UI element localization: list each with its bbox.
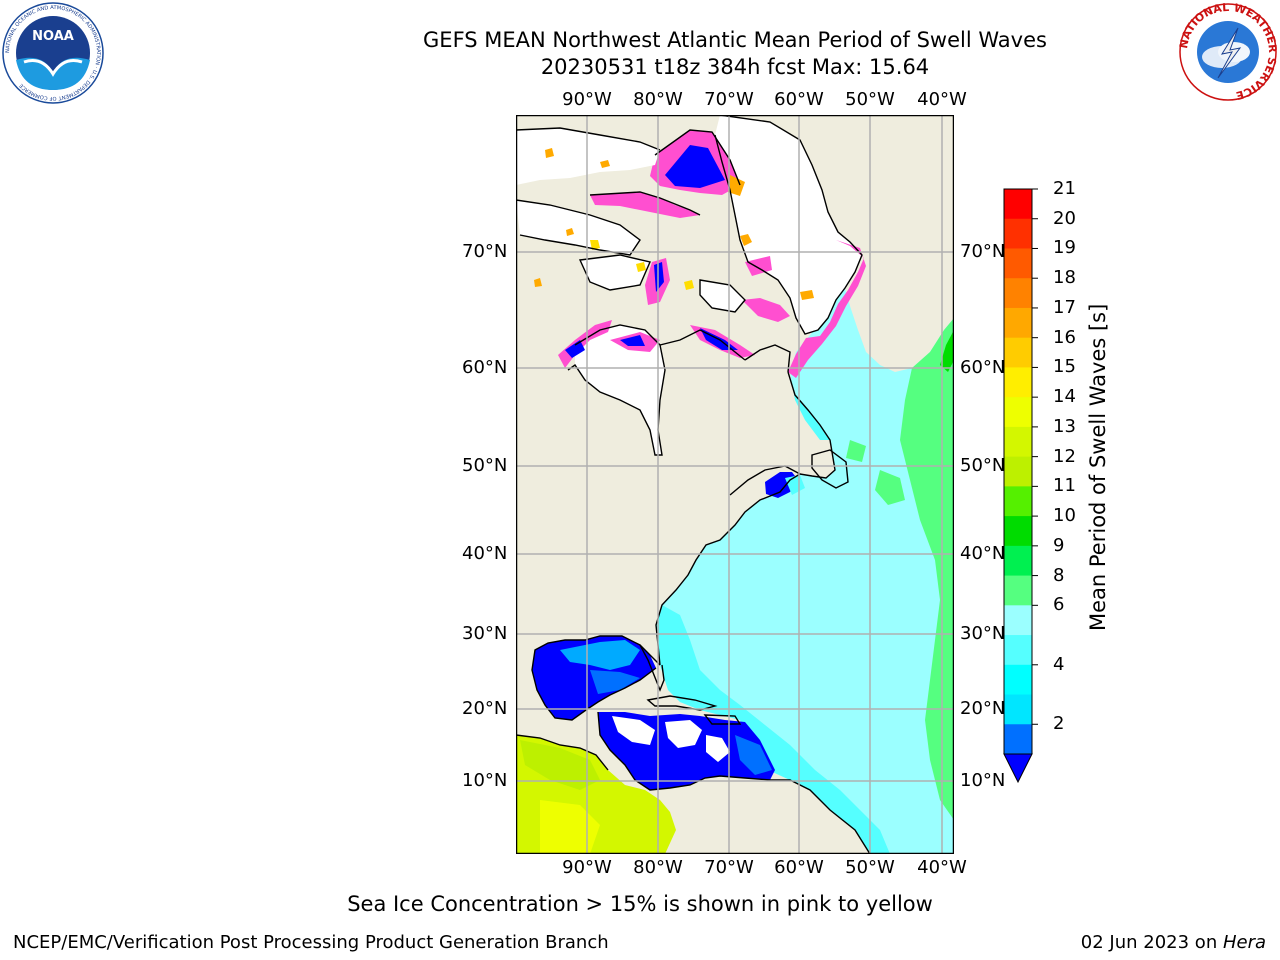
colorbar-segment [1004,189,1032,220]
lon-label-bottom-70w: 70°W [704,857,754,878]
colorbar-label: Mean Period of Swell Waves [s] [1086,303,1110,631]
colorbar-segment [1004,278,1032,309]
lon-label-top-40w: 40°W [917,89,967,110]
atlantic-green-band [900,318,954,820]
footer-host: Hera [1222,932,1266,953]
lon-label-bottom-60w: 60°W [774,857,824,878]
lat-label-left-70n: 70°N [462,241,508,262]
footer-date-text: 02 Jun 2023 on [1080,932,1223,953]
colorbar-segment [1004,337,1032,368]
lat-label-right-10n: 10°N [960,770,1006,791]
colorbar-segment [1004,605,1032,636]
lon-label-top-70w: 70°W [704,89,754,110]
lon-label-top-90w: 90°W [562,89,612,110]
colorbar-tick-label: 19 [1053,237,1076,259]
nws-logo: NATIONAL WEATHER SERVICE [1177,1,1279,102]
colorbar-segment [1004,248,1032,279]
colorbar-tick-label: 12 [1053,445,1076,467]
lon-label-top-60w: 60°W [774,89,824,110]
lon-label-top-80w: 80°W [633,89,683,110]
colorbar-tick-label: 11 [1053,475,1076,497]
colorbar-extend-arrow [1003,753,1033,784]
colorbar-tick-label: 20 [1053,207,1076,229]
colorbar-segment [1004,426,1032,458]
colorbar-segment [1004,307,1032,339]
lat-label-right-70n: 70°N [960,241,1006,262]
colorbar-segment [1004,397,1032,428]
colorbar-tick-label: 4 [1053,653,1065,675]
lat-label-left-10n: 10°N [462,770,508,791]
footer-date: 02 Jun 2023 on Hera [1081,932,1266,954]
lat-label-left-30n: 30°N [462,623,508,644]
lat-label-right-40n: 40°N [960,543,1006,564]
lat-label-right-50n: 50°N [960,455,1006,476]
noaa-logo-text: NOAA [32,29,74,44]
colorbar-tick-label: 10 [1053,505,1076,527]
shelf-cyan [656,605,890,854]
lon-label-bottom-50w: 50°W [845,857,895,878]
lat-label-left-20n: 20°N [462,698,508,719]
colorbar-segment [1004,575,1032,606]
colorbar-segment [1004,456,1032,487]
colorbar-segment [1004,218,1032,249]
colorbar-segment [1004,516,1032,547]
footer-credit: NCEP/EMC/Verification Post Processing Pr… [13,932,609,953]
lat-label-right-30n: 30°N [960,623,1006,644]
lat-label-right-60n: 60°N [960,357,1006,378]
chart-title: GEFS MEAN Northwest Atlantic Mean Period… [423,28,1047,52]
colorbar-segment [1004,635,1032,666]
colorbar-segment [1004,724,1032,755]
lon-label-top-50w: 50°W [845,89,895,110]
colorbar-segment [1004,367,1032,398]
map-frame [516,115,954,854]
colorbar-tick-label: 15 [1053,356,1076,378]
colorbar-tick-label: 21 [1053,178,1076,199]
colorbar-segment [1004,486,1032,517]
lat-label-left-50n: 50°N [462,455,508,476]
colorbar-segment [1004,545,1032,577]
colorbar-frame [1003,188,1033,755]
sea-ice-note: Sea Ice Concentration > 15% is shown in … [347,892,933,916]
lat-label-left-40n: 40°N [462,543,508,564]
colorbar-tick-label: 9 [1053,534,1065,556]
colorbar-segment [1004,694,1032,725]
colorbar-tick-label: 6 [1053,594,1065,616]
map-panel [516,115,954,854]
colorbar-tick-label: 17 [1053,296,1076,318]
lat-label-left-60n: 60°N [462,357,508,378]
colorbar-tick-label: 2 [1053,713,1065,735]
colorbar-tick-label: 16 [1053,326,1076,348]
gridlines [516,115,954,854]
noaa-logo: NOAA NATIONAL OCEANIC AND ATMOSPHERIC AD… [2,2,104,104]
lon-label-bottom-80w: 80°W [633,857,683,878]
lon-label-bottom-90w: 90°W [562,857,612,878]
colorbar-tick-label: 13 [1053,415,1076,437]
colorbar-tick-label: 8 [1053,564,1065,586]
colorbar-segment [1004,664,1032,696]
lon-label-bottom-40w: 40°W [917,857,967,878]
lat-label-right-20n: 20°N [960,698,1006,719]
colorbar-tick-label: 14 [1053,386,1076,408]
colorbar-tick-label: 18 [1053,267,1076,289]
chart-subtitle: 20230531 t18z 384h fcst Max: 15.64 [540,55,930,79]
greenland-ice [715,115,862,334]
hudson-bay [575,325,665,455]
colorbar [1003,188,1038,784]
